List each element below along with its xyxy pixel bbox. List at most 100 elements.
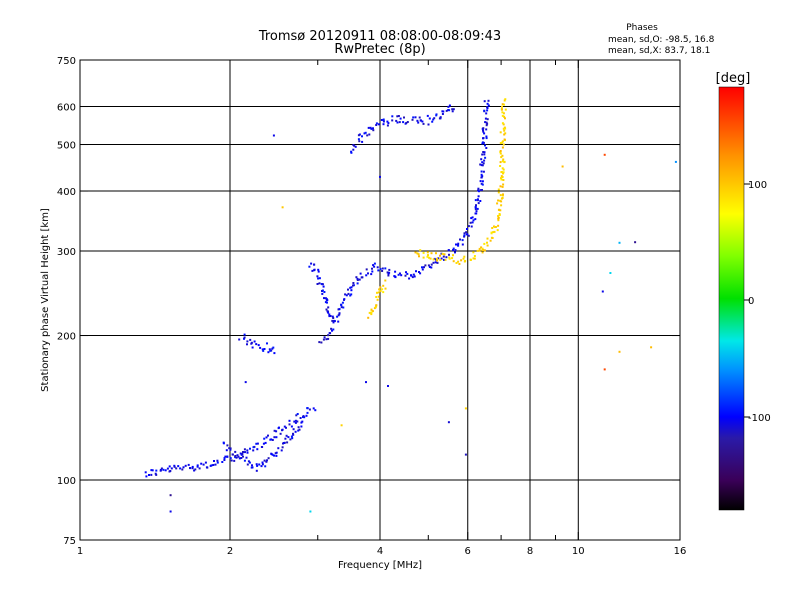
echo-point <box>435 114 438 117</box>
echo-point <box>486 237 489 240</box>
echo-point <box>394 270 397 273</box>
echo-point <box>427 254 429 257</box>
echo-point <box>440 257 443 260</box>
echo-point <box>317 277 320 280</box>
echo-point <box>267 434 269 437</box>
echo-point <box>253 340 256 343</box>
echo-point <box>601 290 604 293</box>
echo-point <box>181 468 184 471</box>
echo-point <box>469 221 472 224</box>
echo-point <box>377 295 380 298</box>
y-tick-label: 200 <box>57 332 76 343</box>
echo-point <box>405 271 407 274</box>
echo-point <box>169 470 172 472</box>
echo-point <box>303 416 306 419</box>
echo-point <box>480 176 483 179</box>
echo-point <box>451 108 454 111</box>
echo-point <box>255 343 258 346</box>
echo-point <box>502 143 505 146</box>
echo-point <box>499 161 502 164</box>
echo-point <box>487 104 490 107</box>
echo-point <box>483 100 486 103</box>
echo-point <box>340 424 343 427</box>
x-tick-label: 10 <box>572 546 585 557</box>
echo-point <box>481 153 484 156</box>
echo-point <box>365 274 368 277</box>
echo-point <box>482 249 485 251</box>
echo-point <box>381 270 384 272</box>
echo-point <box>358 140 361 143</box>
echo-point <box>325 338 328 341</box>
echo-point <box>451 257 454 260</box>
echo-point <box>264 441 267 444</box>
echo-point <box>478 249 481 252</box>
echo-point <box>343 298 345 301</box>
echo-point <box>370 273 373 276</box>
echo-point <box>323 336 326 339</box>
echo-point <box>459 238 461 241</box>
echo-point <box>270 438 273 441</box>
echo-point <box>427 123 430 126</box>
echo-point <box>364 131 367 134</box>
echo-point <box>501 103 504 106</box>
echo-point <box>423 266 425 269</box>
echo-point <box>504 117 506 120</box>
echo-point <box>421 120 424 123</box>
echo-point <box>485 137 488 140</box>
echo-point <box>338 313 341 316</box>
echo-point <box>363 132 366 135</box>
echo-point <box>258 463 261 466</box>
echo-point <box>358 133 361 136</box>
echo-point <box>399 117 402 120</box>
echo-point <box>344 293 347 296</box>
echo-point <box>261 461 264 464</box>
echo-point <box>475 210 478 213</box>
echo-point <box>398 121 401 124</box>
y-tick-label: 100 <box>57 476 76 487</box>
echo-point <box>234 455 237 457</box>
echo-point <box>238 338 241 341</box>
echo-point <box>463 232 466 235</box>
echo-point <box>503 161 506 164</box>
echo-point <box>261 463 264 466</box>
echo-point <box>331 319 334 322</box>
echo-point <box>261 348 264 351</box>
echo-point <box>331 329 333 332</box>
echo-point <box>305 414 308 417</box>
echo-point <box>434 261 437 264</box>
echo-point <box>397 273 400 276</box>
echo-point <box>299 417 302 419</box>
echo-point <box>499 194 502 197</box>
phase-stats-x: mean, sd,X: 83.7, 18.1 <box>608 46 710 56</box>
echo-point <box>246 340 249 343</box>
colorbar-label: [deg] <box>716 71 751 86</box>
echo-point <box>388 271 391 274</box>
echo-point <box>435 252 437 255</box>
echo-point <box>412 273 415 276</box>
echo-point <box>352 144 355 146</box>
echo-point <box>280 449 283 452</box>
echo-point <box>397 115 400 117</box>
echo-point <box>352 282 355 284</box>
echo-point <box>501 197 504 199</box>
echo-point <box>223 459 226 461</box>
echo-point <box>618 241 621 244</box>
echo-point <box>472 257 475 260</box>
echo-point <box>391 115 394 118</box>
echo-point <box>429 257 432 260</box>
echo-point <box>330 327 333 330</box>
echo-point <box>411 276 414 279</box>
echo-point <box>471 221 474 224</box>
echo-point <box>294 419 297 422</box>
axes: 1 2 4 6 8 10 16 75 100 200 300 400 500 600 750 <box>57 56 686 557</box>
colorbar-tick-label-0: 0 <box>748 296 754 307</box>
echo-point <box>224 455 227 458</box>
echo-point <box>452 108 455 111</box>
x-tick-label: 8 <box>527 546 533 557</box>
echo-point <box>162 468 165 471</box>
echo-point <box>428 256 431 259</box>
echo-point <box>229 447 232 450</box>
echo-point <box>360 276 363 279</box>
echo-point <box>439 116 442 119</box>
echo-point <box>483 159 486 162</box>
